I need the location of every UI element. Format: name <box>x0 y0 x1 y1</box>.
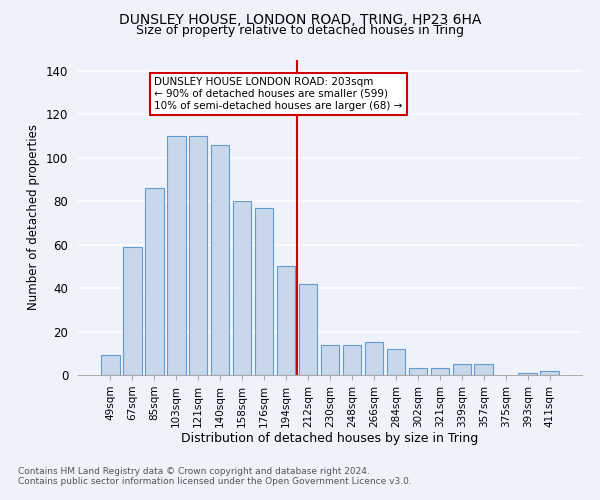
Y-axis label: Number of detached properties: Number of detached properties <box>28 124 40 310</box>
Bar <box>386 349 405 375</box>
Text: Size of property relative to detached houses in Tring: Size of property relative to detached ho… <box>136 24 464 37</box>
Bar <box>255 208 274 375</box>
Bar <box>145 188 164 375</box>
Bar <box>189 136 208 375</box>
Bar <box>233 201 251 375</box>
Bar <box>343 344 361 375</box>
Bar <box>541 370 559 375</box>
Bar <box>452 364 471 375</box>
Bar <box>475 364 493 375</box>
Bar <box>101 356 119 375</box>
Bar <box>518 373 537 375</box>
Bar <box>365 342 383 375</box>
X-axis label: Distribution of detached houses by size in Tring: Distribution of detached houses by size … <box>181 432 479 446</box>
Bar <box>167 136 185 375</box>
Bar <box>123 247 142 375</box>
Text: Contains public sector information licensed under the Open Government Licence v3: Contains public sector information licen… <box>18 477 412 486</box>
Bar <box>211 144 229 375</box>
Text: DUNSLEY HOUSE LONDON ROAD: 203sqm
← 90% of detached houses are smaller (599)
10%: DUNSLEY HOUSE LONDON ROAD: 203sqm ← 90% … <box>154 78 403 110</box>
Bar <box>431 368 449 375</box>
Text: DUNSLEY HOUSE, LONDON ROAD, TRING, HP23 6HA: DUNSLEY HOUSE, LONDON ROAD, TRING, HP23 … <box>119 12 481 26</box>
Bar <box>409 368 427 375</box>
Bar <box>320 344 340 375</box>
Text: Contains HM Land Registry data © Crown copyright and database right 2024.: Contains HM Land Registry data © Crown c… <box>18 467 370 476</box>
Bar <box>277 266 295 375</box>
Bar <box>299 284 317 375</box>
